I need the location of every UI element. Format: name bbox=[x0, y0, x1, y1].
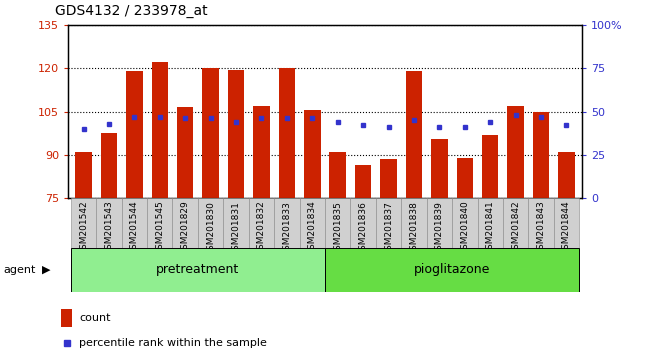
Bar bbox=[198, 198, 224, 248]
Bar bbox=[71, 248, 325, 292]
Bar bbox=[96, 198, 122, 248]
Text: pretreatment: pretreatment bbox=[156, 263, 239, 276]
Bar bbox=[355, 165, 371, 198]
Bar bbox=[101, 133, 117, 198]
Bar bbox=[376, 198, 401, 248]
Bar bbox=[279, 68, 295, 198]
Text: GDS4132 / 233978_at: GDS4132 / 233978_at bbox=[55, 4, 208, 18]
Bar bbox=[60, 309, 72, 327]
Bar bbox=[533, 112, 549, 198]
Bar bbox=[304, 110, 320, 198]
Text: GSM201545: GSM201545 bbox=[155, 201, 164, 256]
Bar bbox=[172, 198, 198, 248]
Bar bbox=[254, 106, 270, 198]
Bar bbox=[325, 248, 579, 292]
Bar bbox=[426, 198, 452, 248]
Bar bbox=[126, 71, 142, 198]
Text: ▶: ▶ bbox=[42, 265, 51, 275]
Text: GSM201542: GSM201542 bbox=[79, 201, 88, 255]
Bar bbox=[177, 107, 194, 198]
Bar bbox=[122, 198, 147, 248]
Bar bbox=[431, 139, 448, 198]
Bar bbox=[151, 62, 168, 198]
Text: GSM201829: GSM201829 bbox=[181, 201, 190, 256]
Bar bbox=[406, 71, 423, 198]
Bar bbox=[558, 152, 575, 198]
Text: pioglitazone: pioglitazone bbox=[414, 263, 490, 276]
Text: GSM201834: GSM201834 bbox=[308, 201, 317, 256]
Text: GSM201844: GSM201844 bbox=[562, 201, 571, 255]
Text: GSM201835: GSM201835 bbox=[333, 201, 342, 256]
Text: GSM201841: GSM201841 bbox=[486, 201, 495, 256]
Bar bbox=[75, 152, 92, 198]
Text: GSM201837: GSM201837 bbox=[384, 201, 393, 256]
Bar bbox=[71, 198, 96, 248]
Text: GSM201839: GSM201839 bbox=[435, 201, 444, 256]
Bar bbox=[300, 198, 325, 248]
Bar bbox=[528, 198, 554, 248]
Bar bbox=[380, 159, 396, 198]
Bar bbox=[478, 198, 503, 248]
Bar bbox=[274, 198, 300, 248]
Text: GSM201831: GSM201831 bbox=[231, 201, 240, 256]
Bar bbox=[330, 152, 346, 198]
Bar bbox=[224, 198, 249, 248]
Bar bbox=[503, 198, 528, 248]
Text: percentile rank within the sample: percentile rank within the sample bbox=[79, 338, 266, 348]
Bar bbox=[350, 198, 376, 248]
Text: GSM201842: GSM201842 bbox=[511, 201, 520, 255]
Bar bbox=[482, 135, 499, 198]
Bar bbox=[452, 198, 478, 248]
Text: GSM201838: GSM201838 bbox=[410, 201, 419, 256]
Bar bbox=[227, 70, 244, 198]
Text: GSM201544: GSM201544 bbox=[130, 201, 139, 255]
Bar bbox=[325, 198, 350, 248]
Bar bbox=[456, 158, 473, 198]
Bar bbox=[554, 198, 579, 248]
Bar bbox=[147, 198, 172, 248]
Text: count: count bbox=[79, 313, 110, 323]
Text: GSM201843: GSM201843 bbox=[537, 201, 545, 256]
Text: GSM201832: GSM201832 bbox=[257, 201, 266, 256]
Bar bbox=[249, 198, 274, 248]
Text: GSM201840: GSM201840 bbox=[460, 201, 469, 256]
Text: agent: agent bbox=[3, 265, 36, 275]
Bar bbox=[401, 198, 426, 248]
Bar bbox=[508, 106, 524, 198]
Bar bbox=[202, 68, 219, 198]
Text: GSM201830: GSM201830 bbox=[206, 201, 215, 256]
Text: GSM201836: GSM201836 bbox=[359, 201, 368, 256]
Text: GSM201833: GSM201833 bbox=[282, 201, 291, 256]
Text: GSM201543: GSM201543 bbox=[105, 201, 113, 256]
